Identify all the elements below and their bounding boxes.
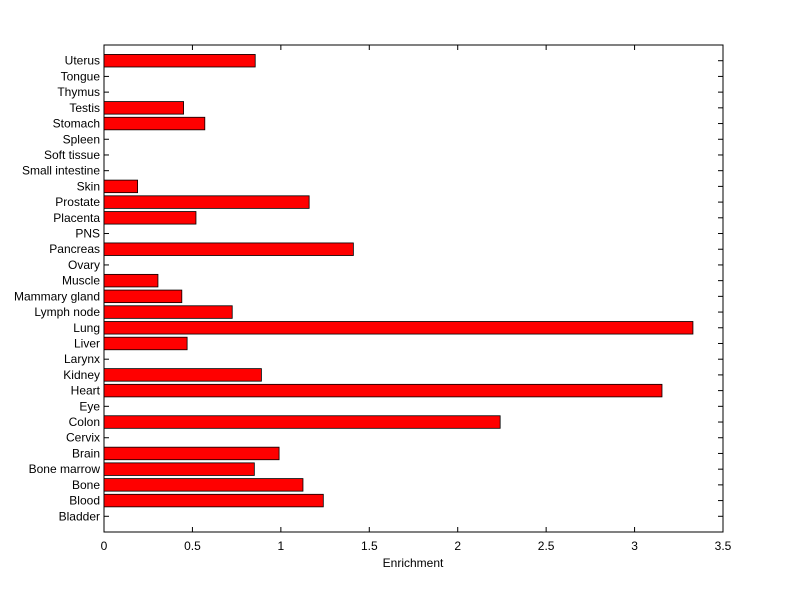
y-tick-label: Thymus [57, 85, 100, 99]
bar [103, 242, 354, 256]
y-tick-label: Bone marrow [29, 462, 101, 476]
y-tick-label: Tongue [61, 69, 101, 83]
y-tick-label: Larynx [64, 352, 100, 366]
y-tick-label: Lung [73, 321, 100, 335]
bar [103, 101, 184, 115]
bar [103, 383, 663, 398]
y-tick-label: Uterus [65, 54, 100, 68]
bar [103, 478, 304, 492]
bar [103, 368, 262, 382]
bar [103, 273, 159, 288]
y-tick-label: Colon [69, 415, 100, 429]
x-axis-label: Enrichment [383, 556, 444, 570]
y-tick-label: PNS [75, 227, 100, 241]
y-tick-label: Brain [72, 446, 100, 460]
x-tick-label: 2.5 [538, 539, 555, 553]
y-tick-label: Lymph node [34, 305, 100, 319]
bar [103, 462, 255, 476]
y-tick-label: Pancreas [49, 242, 100, 256]
x-tick-label: 3 [631, 539, 638, 553]
bar [103, 305, 233, 319]
x-tick-label: 1 [278, 539, 285, 553]
y-tick-label: Testis [69, 101, 100, 115]
y-tick-label: Heart [71, 384, 101, 398]
y-tick-label: Bladder [59, 509, 100, 523]
bar [103, 415, 501, 429]
y-tick-label: Cervix [66, 431, 100, 445]
x-tick-label: 3.5 [715, 539, 732, 553]
y-tick-label: Spleen [63, 132, 100, 146]
y-tick-label: Small intestine [22, 164, 100, 178]
y-tick-label: Eye [79, 399, 100, 413]
bar [103, 179, 139, 194]
bar [103, 211, 197, 225]
y-tick-label: Prostate [55, 195, 100, 209]
bar [103, 446, 280, 461]
y-tick-label: Mammary gland [14, 289, 100, 303]
bar [103, 195, 310, 209]
y-tick-label: Blood [69, 494, 100, 508]
bar [103, 54, 256, 68]
y-tick-label: Placenta [53, 211, 100, 225]
bar [103, 116, 206, 131]
y-tick-label: Liver [74, 336, 100, 350]
x-tick-label: 0.5 [184, 539, 201, 553]
y-tick-label: Bone [72, 478, 100, 492]
x-tick-label: 0 [101, 539, 108, 553]
y-tick-label: Kidney [63, 368, 100, 382]
bar [103, 493, 324, 508]
y-tick-label: Skin [77, 179, 100, 193]
y-tick-label: Soft tissue [44, 148, 100, 162]
y-tick-label: Muscle [62, 274, 100, 288]
x-tick-label: 2 [454, 539, 461, 553]
bar [103, 289, 183, 304]
bar [103, 336, 188, 351]
x-tick-label: 1.5 [361, 539, 378, 553]
y-tick-label: Stomach [53, 117, 100, 131]
bar [103, 321, 694, 335]
y-tick-label: Ovary [68, 258, 100, 272]
